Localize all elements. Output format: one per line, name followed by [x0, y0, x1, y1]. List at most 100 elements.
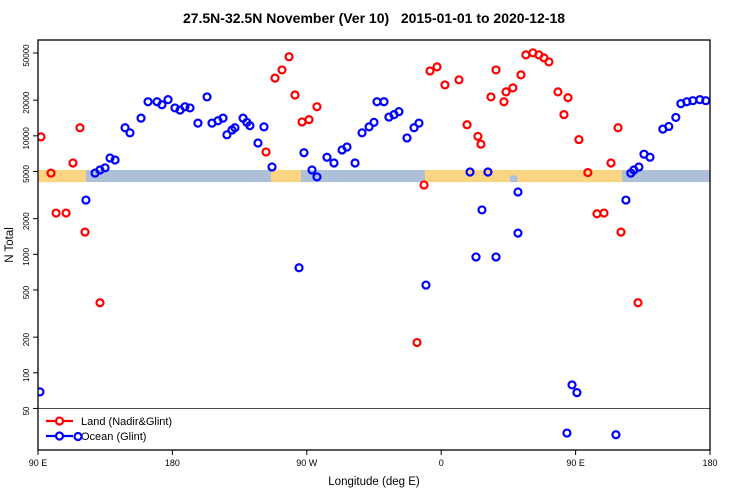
- y-tick-label: 5000: [22, 165, 31, 183]
- data-point-land: [583, 167, 593, 178]
- data-point-land: [419, 180, 429, 190]
- data-point-land: [486, 92, 496, 102]
- data-point-land: [516, 70, 526, 80]
- data-point-ocean: [73, 431, 83, 442]
- data-point-land: [277, 65, 287, 75]
- data-point-land: [46, 168, 56, 178]
- data-point-land: [68, 158, 78, 168]
- data-point-land: [606, 158, 616, 168]
- data-point-land: [574, 134, 584, 145]
- data-point-ocean: [253, 138, 263, 148]
- x-tick-label: 90 E: [29, 458, 48, 468]
- legend: Land (Nadir&Glint) Ocean (Glint): [46, 416, 172, 443]
- data-point-land: [599, 208, 609, 218]
- data-point-ocean: [185, 103, 195, 113]
- data-point-ocean: [299, 148, 309, 158]
- data-point-ocean: [611, 430, 621, 440]
- data-point-land: [501, 87, 511, 97]
- data-point-land: [559, 110, 569, 120]
- legend-label-land: Land (Nadir&Glint): [81, 416, 172, 428]
- data-point-ocean: [307, 165, 317, 175]
- data-point-ocean: [218, 113, 228, 123]
- data-points: [38, 48, 710, 440]
- data-point-ocean: [701, 96, 710, 106]
- data-point-ocean: [567, 380, 577, 390]
- data-point-ocean: [414, 118, 424, 128]
- data-point-land: [499, 97, 509, 107]
- x-tick-label: 90 W: [296, 458, 318, 468]
- y-axis-label: N Total: [4, 227, 16, 263]
- data-point-ocean: [180, 102, 190, 112]
- data-point-ocean: [483, 167, 493, 177]
- x-tick-label: 0: [439, 458, 444, 468]
- data-point-ocean: [671, 112, 681, 123]
- data-point-ocean: [513, 187, 523, 197]
- data-point-land: [432, 62, 442, 72]
- data-point-ocean: [664, 121, 674, 132]
- data-point-ocean: [230, 123, 240, 133]
- band-ocean-notch: [509, 175, 518, 183]
- data-point-land: [290, 90, 300, 100]
- data-point-land: [508, 83, 518, 93]
- band-land-segment: [270, 169, 301, 183]
- data-point-land: [613, 123, 623, 133]
- data-point-land: [592, 209, 602, 219]
- data-point-land: [553, 87, 563, 97]
- data-point-ocean: [465, 167, 475, 177]
- x-axis: 90 E 180 90 W 0 90 E 180: [29, 450, 718, 468]
- x-tick-label: 180: [702, 458, 717, 468]
- data-points-overlay: [73, 431, 83, 442]
- data-point-ocean: [136, 113, 146, 123]
- y-tick-label: 500: [22, 285, 31, 299]
- data-point-ocean: [688, 96, 698, 106]
- chart-title: 27.5N-32.5N November (Ver 10) 2015-01-01…: [183, 10, 565, 26]
- data-point-ocean: [38, 387, 45, 397]
- data-point-ocean: [471, 252, 481, 262]
- data-point-ocean: [342, 142, 352, 152]
- data-point-land: [270, 73, 280, 83]
- data-point-land: [425, 66, 435, 76]
- y-tick-label: 50: [22, 406, 31, 415]
- data-point-land: [440, 80, 450, 90]
- y-tick-label: 2000: [22, 212, 31, 230]
- data-point-ocean: [477, 205, 487, 215]
- data-point-ocean: [267, 162, 277, 172]
- plot-border: [37, 39, 711, 451]
- data-point-ocean: [100, 163, 110, 173]
- y-tick-label: 50000: [22, 44, 31, 67]
- data-point-land: [412, 337, 422, 348]
- data-point-ocean: [621, 195, 631, 205]
- data-point-land: [563, 93, 573, 103]
- y-tick-label: 20000: [22, 91, 31, 114]
- x-tick-label: 90 E: [566, 458, 585, 468]
- data-point-ocean: [202, 92, 212, 102]
- data-point-ocean: [222, 130, 232, 140]
- data-point-ocean: [394, 107, 404, 117]
- legend-label-ocean: Ocean (Glint): [81, 431, 146, 443]
- data-point-land: [61, 208, 71, 218]
- data-point-land: [616, 227, 626, 237]
- data-point-ocean: [125, 128, 135, 138]
- data-point-ocean: [491, 252, 501, 262]
- y-tick-label: 200: [22, 332, 31, 346]
- data-point-ocean: [110, 155, 120, 165]
- data-point-ocean: [421, 280, 431, 290]
- data-point-ocean: [645, 152, 655, 162]
- legend-item-ocean: Ocean (Glint): [46, 431, 146, 443]
- data-point-ocean: [143, 97, 153, 107]
- data-point-land: [312, 102, 322, 112]
- data-point-ocean: [409, 123, 419, 133]
- data-point-ocean: [357, 128, 367, 138]
- data-point-land: [75, 123, 85, 133]
- data-point-ocean: [350, 158, 360, 168]
- data-point-ocean: [369, 117, 379, 127]
- x-axis-label: Longitude (deg E): [328, 476, 420, 488]
- y-tick-label: 100: [22, 368, 31, 382]
- y-tick-label: 1000: [22, 247, 31, 265]
- data-point-ocean: [81, 195, 91, 205]
- data-point-ocean: [193, 118, 203, 128]
- band-land-segment: [38, 169, 86, 183]
- legend-marker-land: [54, 416, 65, 426]
- data-point-ocean: [294, 263, 304, 273]
